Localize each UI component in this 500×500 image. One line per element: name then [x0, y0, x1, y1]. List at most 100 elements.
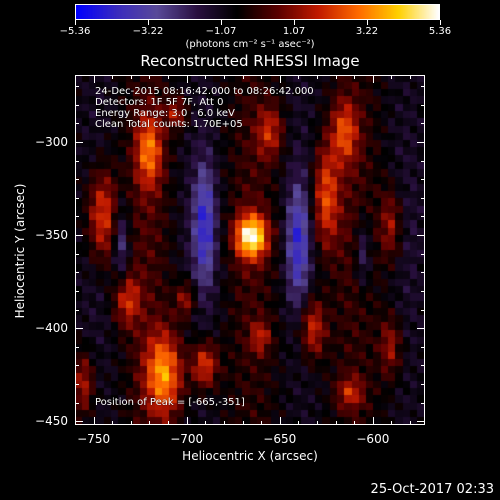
- x-minor-tick: [112, 75, 114, 79]
- energy-range-annotation: Energy Range: 3.0 - 6.0 keV: [95, 108, 235, 119]
- x-tick-mark-top: [186, 75, 188, 83]
- colorbar-tick-mark: [294, 20, 295, 25]
- x-minor-tick: [335, 421, 337, 425]
- x-minor-tick: [317, 421, 319, 425]
- x-tick-label: −700: [170, 432, 204, 446]
- y-minor-tick: [421, 123, 425, 125]
- x-minor-tick: [149, 421, 151, 425]
- x-minor-tick: [410, 75, 412, 79]
- x-minor-tick: [168, 75, 170, 79]
- x-minor-tick: [93, 75, 95, 79]
- peak-position-annotation: Position of Peak = [-665,-351]: [95, 397, 245, 408]
- y-minor-tick: [75, 123, 79, 125]
- y-minor-tick: [75, 197, 79, 199]
- y-minor-tick: [421, 346, 425, 348]
- y-minor-tick: [75, 142, 79, 144]
- y-minor-tick: [421, 402, 425, 404]
- heatmap-image: [75, 75, 425, 425]
- y-minor-tick: [421, 421, 425, 423]
- y-minor-tick: [75, 402, 79, 404]
- x-minor-tick: [223, 421, 225, 425]
- y-tick-mark-left: [75, 142, 83, 144]
- x-minor-tick: [261, 75, 263, 79]
- colorbar-tick-label: 1.07: [282, 26, 306, 37]
- y-minor-tick: [75, 216, 79, 218]
- y-tick-mark-left: [75, 421, 83, 423]
- y-tick-label: −450: [35, 414, 68, 429]
- x-minor-tick: [335, 75, 337, 79]
- x-minor-tick: [372, 75, 374, 79]
- x-minor-tick: [186, 75, 188, 79]
- y-minor-tick: [421, 328, 425, 330]
- x-minor-tick: [298, 421, 300, 425]
- x-minor-tick: [93, 421, 95, 425]
- y-tick-label: −400: [35, 321, 68, 336]
- x-tick-label: −650: [263, 432, 297, 446]
- x-minor-tick: [205, 75, 207, 79]
- colorbar-tick-label: 3.22: [355, 26, 379, 37]
- y-minor-tick: [75, 365, 79, 367]
- y-tick-label: −350: [35, 228, 68, 243]
- y-minor-tick: [421, 197, 425, 199]
- x-axis-label: Heliocentric X (arcsec): [182, 449, 318, 463]
- y-minor-tick: [75, 421, 79, 423]
- y-axis-label: Heliocentric Y (arcsec): [13, 183, 27, 319]
- x-tick-mark-top: [279, 75, 281, 83]
- timestamp: 25-Oct-2017 02:33: [370, 482, 494, 497]
- time-range-annotation: 24-Dec-2015 08:16:42.000 to 08:26:42.000: [95, 86, 314, 97]
- y-minor-tick: [75, 328, 79, 330]
- x-minor-tick: [279, 421, 281, 425]
- colorbar-tick-mark: [367, 20, 368, 25]
- x-minor-tick: [279, 75, 281, 79]
- y-minor-tick: [75, 160, 79, 162]
- y-minor-tick: [75, 309, 79, 311]
- x-minor-tick: [75, 75, 76, 79]
- y-minor-tick: [421, 365, 425, 367]
- x-minor-tick: [112, 421, 114, 425]
- x-minor-tick: [298, 75, 300, 79]
- x-minor-tick: [354, 421, 356, 425]
- x-tick-mark-top: [93, 75, 95, 83]
- x-tick-label: −600: [356, 432, 390, 446]
- y-minor-tick: [75, 253, 79, 255]
- y-minor-tick: [421, 142, 425, 144]
- y-tick-mark-left: [75, 235, 83, 237]
- y-minor-tick: [421, 384, 425, 386]
- x-tick-mark-top: [372, 75, 374, 83]
- x-minor-tick: [391, 421, 393, 425]
- y-minor-tick: [421, 104, 425, 106]
- x-minor-tick: [391, 75, 393, 79]
- colorbar-tick-mark: [221, 20, 222, 25]
- colorbar-tick-label: −3.22: [132, 26, 164, 37]
- detectors-annotation: Detectors: 1F 5F 7F, Att 0: [95, 97, 224, 108]
- x-minor-tick: [205, 421, 207, 425]
- x-minor-tick: [130, 75, 132, 79]
- x-minor-tick: [242, 75, 244, 79]
- chart-title: Reconstructed RHESSI Image: [140, 52, 360, 70]
- x-minor-tick: [354, 75, 356, 79]
- y-minor-tick: [75, 86, 79, 88]
- y-minor-tick: [421, 216, 425, 218]
- y-minor-tick: [75, 104, 79, 106]
- x-minor-tick: [317, 75, 319, 79]
- colorbar: [75, 4, 440, 20]
- x-tick-label: −750: [77, 432, 111, 446]
- x-minor-tick: [410, 421, 412, 425]
- colorbar-tick-mark: [75, 20, 76, 25]
- y-minor-tick: [421, 253, 425, 255]
- y-minor-tick: [75, 346, 79, 348]
- y-minor-tick: [75, 290, 79, 292]
- x-minor-tick: [149, 75, 151, 79]
- y-minor-tick: [421, 179, 425, 181]
- y-minor-tick: [421, 235, 425, 237]
- colorbar-units: (photons cm⁻² s⁻¹ asec⁻²): [185, 39, 315, 50]
- counts-annotation: Clean Total counts: 1.70E+05: [95, 119, 243, 130]
- colorbar-tick-mark: [148, 20, 149, 25]
- y-minor-tick: [421, 272, 425, 274]
- x-minor-tick: [130, 421, 132, 425]
- x-minor-tick: [242, 421, 244, 425]
- y-minor-tick: [421, 86, 425, 88]
- x-minor-tick: [372, 421, 374, 425]
- y-minor-tick: [75, 272, 79, 274]
- colorbar-tick-mark: [440, 20, 441, 25]
